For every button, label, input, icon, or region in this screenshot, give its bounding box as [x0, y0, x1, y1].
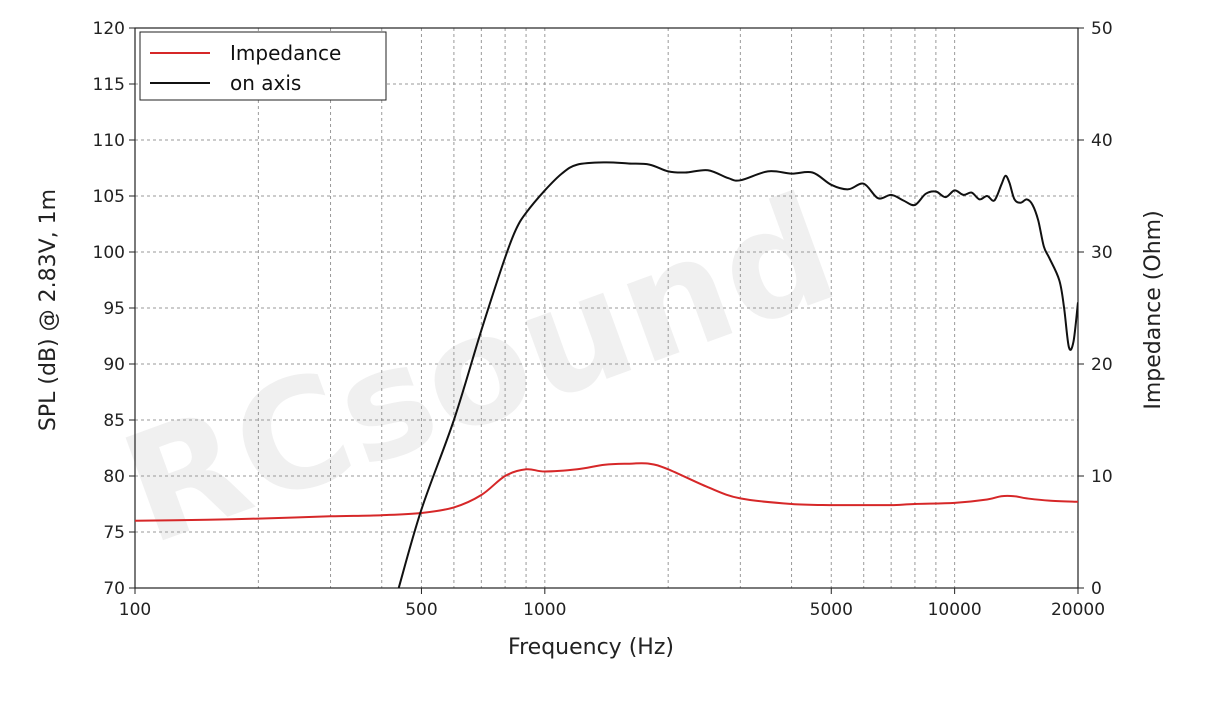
- y-tick-label: 110: [93, 131, 125, 151]
- y-tick-label: 95: [103, 299, 125, 319]
- y-tick-label: 105: [93, 187, 125, 207]
- y-tick-label: 70: [103, 579, 125, 599]
- x-tick-label: 5000: [810, 600, 853, 620]
- y-tick-label: 80: [103, 467, 125, 487]
- legend-label: Impedance: [230, 41, 341, 65]
- x-tick-label: 100: [119, 600, 151, 620]
- y2-tick-label: 30: [1091, 243, 1113, 263]
- y-tick-label: 115: [93, 75, 125, 95]
- impedance-line: [135, 462, 1078, 522]
- x-tick-label: 1000: [523, 600, 566, 620]
- y-tick-label: 100: [93, 243, 125, 263]
- watermark: RCsound: [103, 163, 857, 579]
- y-axis-title: SPL (dB) @ 2.83V, 1m: [36, 189, 61, 431]
- y-tick-label: 90: [103, 355, 125, 375]
- x-tick-label: 10000: [928, 600, 982, 620]
- axes: 100 500 1000 5000 10000 200007075808590951001…: [93, 19, 1113, 620]
- watermark-text: RCsound: [103, 163, 857, 579]
- legend: Impedance on axis: [139, 31, 387, 101]
- y2-tick-label: 10: [1091, 467, 1113, 487]
- x-axis-title: Frequency (Hz): [508, 635, 674, 660]
- y-tick-label: 75: [103, 523, 125, 543]
- on-axis-line: [397, 161, 1078, 588]
- y-tick-label: 85: [103, 411, 125, 431]
- series-lines: [135, 161, 1078, 588]
- y-tick-label: 120: [93, 19, 125, 39]
- y2-axis-title: Impedance (Ohm): [1141, 210, 1166, 409]
- y2-tick-label: 40: [1091, 131, 1113, 151]
- x-tick-label: 20000: [1051, 600, 1105, 620]
- y2-tick-label: 20: [1091, 355, 1113, 375]
- x-tick-label: 500: [405, 600, 437, 620]
- y2-tick-label: 0: [1091, 579, 1102, 599]
- legend-label: on axis: [230, 71, 301, 95]
- legend-box: [139, 31, 387, 101]
- y2-tick-label: 50: [1091, 19, 1113, 39]
